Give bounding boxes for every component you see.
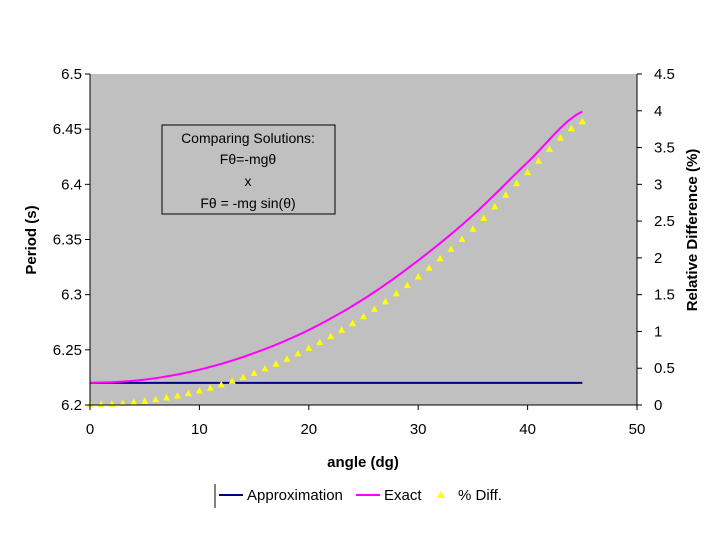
- series-diff-point: [283, 355, 291, 362]
- y-tick-label: 6.5: [61, 66, 82, 83]
- series-diff-point: [436, 254, 444, 262]
- series-diff-point: [174, 391, 182, 399]
- series-diff-point: [141, 397, 149, 404]
- series-diff-point: [403, 281, 411, 289]
- y2-tick-label: 1.5: [654, 287, 675, 304]
- series-diff-point: [119, 399, 127, 406]
- series-diff-point: [513, 179, 521, 187]
- series-diff-point: [261, 364, 269, 372]
- series-diff-point: [184, 389, 192, 397]
- annotation-line-3: x: [245, 173, 252, 189]
- y2-tick-label: 1: [654, 323, 662, 340]
- series-diff-point: [327, 332, 335, 340]
- series-diff-point: [294, 349, 302, 357]
- series-diff-point: [195, 387, 203, 394]
- x-tick-label: 40: [519, 421, 536, 438]
- x-tick-label: 20: [300, 421, 317, 438]
- series-diff-point: [524, 168, 532, 176]
- x-tick-label: 10: [191, 421, 208, 438]
- series-diff-point: [447, 245, 455, 252]
- series-diff-point: [381, 297, 389, 305]
- y-tick-label: 6.2: [61, 397, 82, 414]
- series-diff-point: [567, 124, 575, 132]
- series-diff-point: [349, 319, 357, 327]
- series-diff-point: [556, 134, 564, 141]
- series-diff-point: [239, 373, 247, 380]
- series-diff-point: [152, 395, 160, 403]
- y2-tick-label: 2.5: [654, 213, 675, 230]
- series-diff-point: [130, 398, 138, 406]
- annotation-box: Comparing Solutions: Fθ=-mgθ x Fθ = -mg …: [161, 124, 336, 215]
- y-tick-label: 6.35: [53, 232, 82, 249]
- series-diff-point: [163, 394, 171, 401]
- series-diff-point: [392, 289, 400, 297]
- y2-tick-label: 2: [654, 250, 662, 267]
- annotation-line-4: Fθ = -mg sin(θ): [200, 195, 295, 211]
- annotation-line-1: Comparing Solutions:: [181, 130, 315, 146]
- x-axis-title: angle (dg): [327, 454, 399, 471]
- y2-tick-label: 3: [654, 176, 662, 193]
- series-diff-point: [228, 377, 236, 384]
- series-diff-point: [250, 369, 258, 376]
- y2-tick-label: 4.5: [654, 66, 675, 83]
- y-tick-label: 6.45: [53, 121, 82, 138]
- y-tick-label: 6.25: [53, 342, 82, 359]
- series-diff-point: [217, 380, 225, 388]
- legend-label-diff: % Diff.: [458, 487, 502, 504]
- y-tick-label: 6.3: [61, 287, 82, 304]
- series-diff-point: [535, 157, 543, 164]
- series-diff-point: [370, 305, 378, 312]
- annotation-frame: [161, 124, 336, 215]
- y2-tick-label: 0.5: [654, 360, 675, 377]
- x-tick-label: 30: [410, 421, 427, 438]
- legend-label-exact: Exact: [384, 487, 422, 504]
- legend-label-approximation: Approximation: [247, 487, 343, 504]
- series-diff-point: [458, 235, 466, 242]
- y-axis-title: Period (s): [23, 205, 40, 274]
- series-diff-point: [469, 225, 477, 232]
- series-exact-line: [89, 110, 583, 384]
- y2-tick-label: 3.5: [654, 140, 675, 157]
- series-diff-point: [316, 338, 324, 346]
- series-diff-point: [480, 214, 488, 221]
- legend-marker-diff: [437, 491, 445, 498]
- series-diff-point: [491, 202, 499, 210]
- x-tick-label: 50: [629, 421, 646, 438]
- series-diff-point: [414, 273, 422, 280]
- y2-tick-label: 0: [654, 397, 662, 414]
- series-diff-point: [360, 312, 367, 320]
- series-diff-point: [206, 384, 214, 391]
- series-diff-point: [502, 191, 510, 198]
- y2-axis-title: Relative Difference (%): [684, 149, 701, 312]
- legend: Approximation Exact % Diff.: [214, 484, 502, 508]
- y2-tick-label: 4: [654, 103, 662, 120]
- plot-area: [90, 74, 637, 405]
- annotation-line-2: Fθ=-mgθ: [220, 151, 277, 167]
- series-diff-point: [578, 117, 586, 125]
- series-diff-point: [272, 360, 280, 367]
- x-tick-label: 0: [86, 421, 94, 438]
- series-diff-point: [545, 145, 553, 152]
- series-diff-point: [425, 264, 433, 271]
- y-tick-label: 6.4: [61, 176, 82, 193]
- series-diff-point: [338, 326, 346, 333]
- series-diff-point: [305, 344, 313, 351]
